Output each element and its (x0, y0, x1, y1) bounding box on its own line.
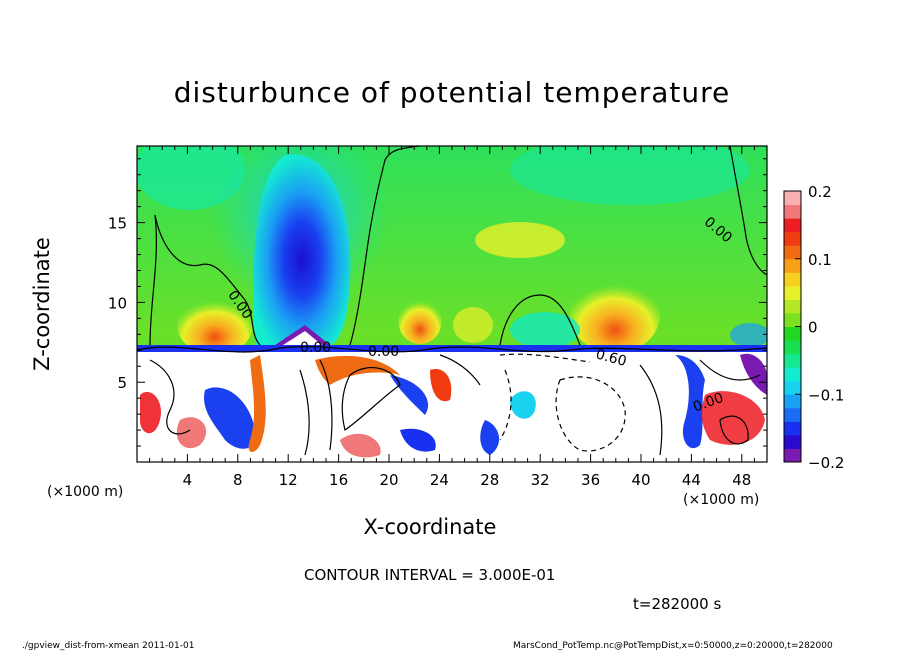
x-tick-label: 32 (531, 471, 550, 489)
colorbar-swatch (784, 245, 801, 260)
colorbar-swatch (784, 258, 801, 273)
colorbar (784, 191, 801, 463)
colorbar-swatch (784, 434, 801, 449)
colorbar-swatch (784, 326, 801, 341)
y-tick-label: 15 (108, 215, 127, 233)
x-tick-label: 8 (233, 471, 243, 489)
contour-lines (137, 146, 767, 456)
y-axis-label: Z-coordinate (30, 237, 54, 371)
y-tick-label: 10 (108, 294, 127, 312)
x-tick-label: 36 (581, 471, 600, 489)
colorbar-swatch (784, 204, 801, 219)
colorbar-swatch (784, 421, 801, 436)
colorbar-tick-group: 0.2 0.1 0 −0.1 −0.2 (795, 183, 844, 472)
x-tick-label: 4 (183, 471, 193, 489)
colorbar-swatch (784, 272, 801, 287)
colorbar-swatch (784, 367, 801, 382)
colorbar-tick-label: −0.2 (808, 454, 844, 472)
x-tick-label: 48 (732, 471, 751, 489)
colorbar-swatch (784, 407, 801, 422)
x-tick-label: 12 (279, 471, 298, 489)
x-unit-label-left: (×1000 m) (47, 484, 124, 500)
contour-lines-negative (499, 353, 626, 452)
contour-label: 0.00 (368, 344, 399, 360)
colorbar-swatch (784, 448, 801, 463)
x-tick-label: 28 (480, 471, 499, 489)
heatmap-field (137, 146, 767, 462)
colorbar-swatch (784, 285, 801, 300)
x-tick-label: 40 (631, 471, 650, 489)
colorbar-tick-label: −0.1 (808, 386, 844, 404)
colorbar-swatch (784, 394, 801, 409)
colorbar-tick-label: 0 (808, 319, 818, 337)
contour-label: 0.60 (594, 346, 628, 370)
x-tick-label: 44 (682, 471, 701, 489)
colorbar-swatch (784, 312, 801, 327)
contour-label: 0.00 (300, 340, 331, 356)
colorbar-swatch (784, 299, 801, 314)
colorbar-swatch (784, 353, 801, 368)
colorbar-swatch (784, 340, 801, 355)
x-tick-label: 24 (430, 471, 449, 489)
x-unit-label-right: (×1000 m) (683, 492, 760, 508)
footer-left: ./gpview_dist-from-xmean 2011-01-01 (22, 641, 195, 651)
colorbar-swatch (784, 380, 801, 395)
colorbar-tick-label: 0.1 (808, 251, 832, 269)
x-tick-label: 20 (379, 471, 398, 489)
y-tick-label: 5 (117, 374, 127, 392)
time-label: t=282000 s (633, 595, 722, 613)
colorbar-swatch (784, 218, 801, 233)
x-tick-label: 16 (329, 471, 348, 489)
contour-interval-text: CONTOUR INTERVAL = 3.000E-01 (304, 566, 556, 584)
chart-title: disturbunce of potential temperature (173, 76, 731, 109)
colorbar-swatch (784, 231, 801, 246)
x-axis-label: X-coordinate (363, 515, 497, 539)
colorbar-swatch (784, 191, 801, 206)
colorbar-tick-label: 0.2 (808, 183, 832, 201)
footer-right: MarsCond_PotTemp.nc@PotTempDist,x=0:5000… (513, 641, 833, 651)
